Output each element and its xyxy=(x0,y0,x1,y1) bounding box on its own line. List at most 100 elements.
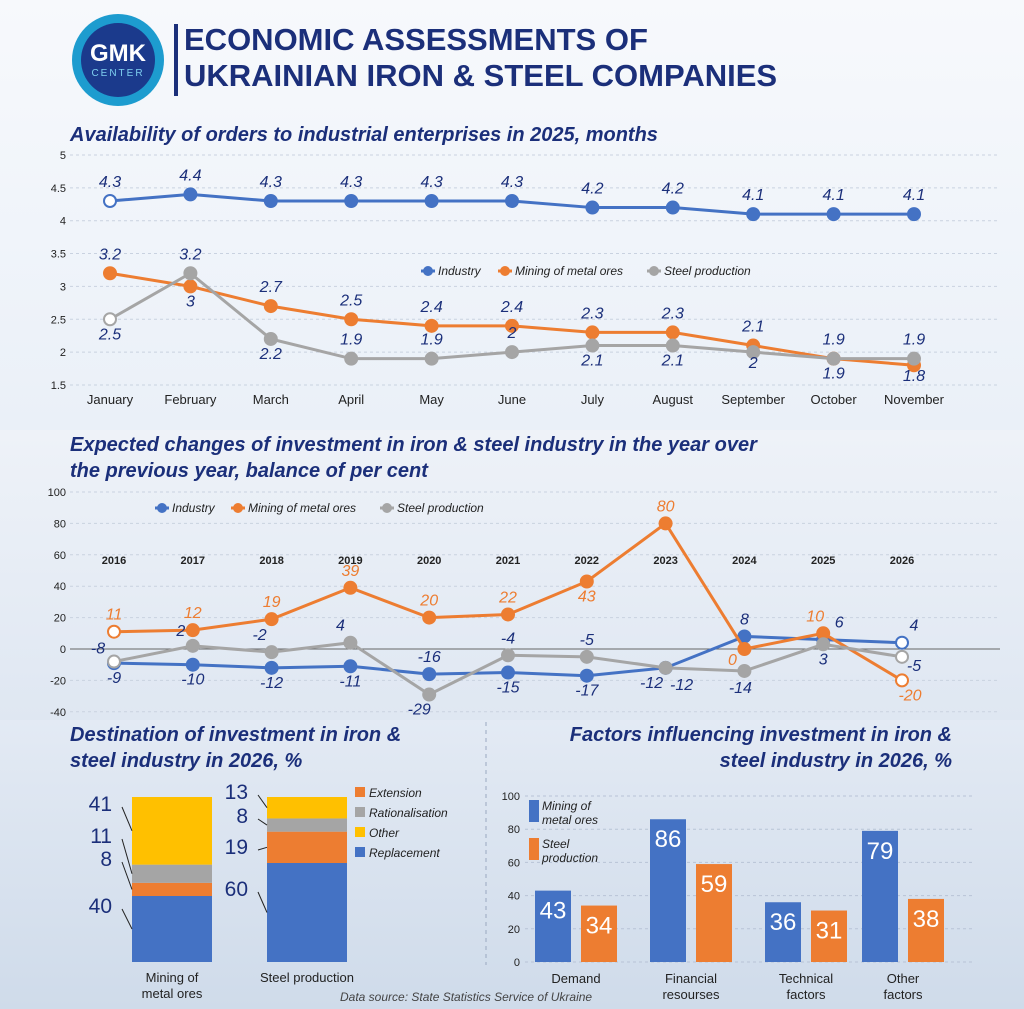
chart4-title-line1: Factors influencing investment in iron & xyxy=(569,724,952,746)
chart3-data-label: 19 xyxy=(225,836,248,859)
chart1-data-label: 4.3 xyxy=(501,174,523,191)
chart1-data-label: 2 xyxy=(507,325,517,342)
chart1-data-label: 4.3 xyxy=(260,174,282,191)
chart2-y-tick: 60 xyxy=(54,550,66,562)
chart1-point xyxy=(907,351,921,366)
chart3-bar-segment xyxy=(267,797,347,819)
chart1-point xyxy=(344,312,359,327)
chart3-leader-line xyxy=(121,806,133,832)
chart3-data-label: 11 xyxy=(90,825,112,848)
chart1-data-label: 4.3 xyxy=(420,174,442,191)
logo-text: GMK xyxy=(90,40,146,67)
chart1-data-label: 2.3 xyxy=(661,305,684,322)
chart2-data-label: 8 xyxy=(740,611,749,628)
chart1-data-label: 4.1 xyxy=(742,187,764,204)
chart4-x-tick: Other xyxy=(887,971,920,986)
chart2-point xyxy=(501,648,515,663)
chart4-legend-swatch xyxy=(529,838,539,860)
chart1-data-label: 2.1 xyxy=(741,319,764,336)
chart1-legend-mining-marker xyxy=(500,266,510,276)
chart1-point xyxy=(183,266,198,281)
chart1-data-label: 4.2 xyxy=(581,181,603,198)
chart1-y-tick: 1.5 xyxy=(51,380,66,392)
chart4-bar xyxy=(696,864,732,962)
chart2-legend-mining-label: Mining of metal ores xyxy=(248,501,356,515)
chart1-data-label: 4.3 xyxy=(340,174,362,191)
chart4-x-tick: resourses xyxy=(662,987,720,1002)
chart2-point xyxy=(579,668,594,683)
chart2-point xyxy=(264,660,279,675)
chart1-data-label: 2.3 xyxy=(580,305,603,322)
chart1-data-label: 4.1 xyxy=(903,187,925,204)
chart1-point xyxy=(263,299,278,314)
chart4-data-label: 86 xyxy=(655,826,682,853)
chart2-data-label: -14 xyxy=(729,680,752,697)
chart2-point xyxy=(107,624,121,639)
chart3-x-tick: Steel production xyxy=(260,970,354,985)
chart4-y-tick: 0 xyxy=(514,957,520,969)
chart3-title: Destination of investment in iron & stee… xyxy=(70,722,401,774)
chart3-legend-label: Other xyxy=(369,826,400,840)
chart1-legend-steel-marker xyxy=(649,266,659,276)
chart1-point xyxy=(665,325,680,340)
chart3-legend-label: Rationalisation xyxy=(369,806,448,820)
chart1-data-label: 1.9 xyxy=(822,332,844,349)
chart2-point xyxy=(658,516,673,531)
chart4-bar xyxy=(650,819,686,962)
chart3-title-line1: Destination of investment in iron & xyxy=(70,724,402,746)
chart1-point xyxy=(505,193,519,208)
chart3-leader-line xyxy=(257,794,268,809)
chart2-x-tick: 2023 xyxy=(653,555,677,567)
gmk-logo: GMK CENTER xyxy=(72,14,164,106)
chart1-data-label: 2.1 xyxy=(661,353,684,370)
chart1-point xyxy=(263,193,278,208)
chart1-point xyxy=(585,325,600,340)
chart4-title-line2: steel industry in 2026, % xyxy=(719,750,952,772)
chart1-legend-steel-label: Steel production xyxy=(664,264,751,278)
chart1-x-tick: July xyxy=(581,392,605,407)
chart4-data-label: 59 xyxy=(701,871,728,898)
chart2-point xyxy=(895,649,909,664)
chart2-data-label: 10 xyxy=(806,608,824,625)
chart2-data-label: -16 xyxy=(418,649,441,666)
chart2-point xyxy=(579,649,594,664)
chart3-bar-segment xyxy=(132,896,212,962)
chart4-data-label: 31 xyxy=(816,918,843,945)
chart1-point xyxy=(103,312,117,327)
chart1-data-label: 2.5 xyxy=(339,292,362,309)
chart2-data-label: 22 xyxy=(498,589,517,606)
chart2-x-tick: 2020 xyxy=(417,555,441,567)
chart2-data-label: 80 xyxy=(657,498,675,515)
chart3-legend-swatch xyxy=(355,807,365,817)
chart1-data-label: 2.5 xyxy=(98,326,121,343)
chart1-y-tick: 4 xyxy=(60,216,66,228)
chart3-data-label: 8 xyxy=(100,848,112,871)
chart1-legend-industry-label: Industry xyxy=(438,264,482,278)
chart4-y-tick: 80 xyxy=(508,824,520,836)
chart2-title-line1: Expected changes of investment in iron &… xyxy=(70,434,757,456)
chart1-y-tick: 3 xyxy=(60,281,66,293)
chart2-legend-steel-marker xyxy=(382,503,392,513)
chart2-y-tick: 40 xyxy=(54,581,66,593)
chart2-point xyxy=(264,612,279,627)
chart3-legend-swatch xyxy=(355,787,365,797)
chart2-data-label: 12 xyxy=(184,605,202,622)
chart1-point xyxy=(344,351,359,366)
chart1-point xyxy=(424,193,439,208)
chart1-data-label: 2 xyxy=(748,355,758,372)
chart3-data-label: 41 xyxy=(89,793,112,816)
chart4-y-tick: 60 xyxy=(508,857,520,869)
chart1-data-label: 4.2 xyxy=(662,181,684,198)
page-title: ECONOMIC ASSESSMENTS OF UKRAINIAN IRON &… xyxy=(184,22,777,94)
chart2-point xyxy=(658,660,673,675)
chart2-point xyxy=(422,687,437,702)
chart2-data-label: 6 xyxy=(835,615,844,632)
chart4-x-tick: Demand xyxy=(551,971,600,986)
chart4-bar xyxy=(811,910,847,962)
chart2-data-label: -8 xyxy=(91,641,105,658)
chart4-legend-label: metal ores xyxy=(542,813,598,827)
chart4-data-label: 79 xyxy=(867,838,894,865)
chart1-data-label: 3 xyxy=(186,293,195,310)
chart2-x-tick: 2019 xyxy=(338,555,362,567)
